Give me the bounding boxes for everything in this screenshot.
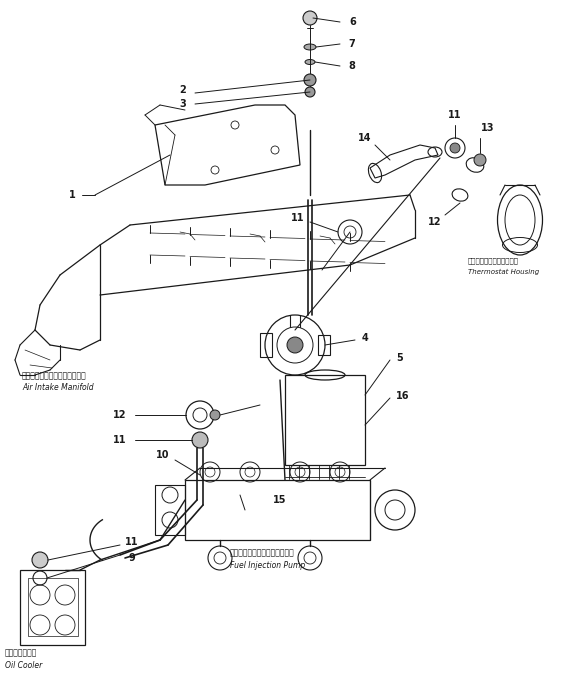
Circle shape — [305, 87, 315, 97]
Circle shape — [192, 432, 208, 448]
Text: 16: 16 — [397, 391, 410, 401]
Circle shape — [32, 552, 48, 568]
Bar — [185, 480, 370, 540]
Text: Thermostat Housing: Thermostat Housing — [468, 269, 539, 275]
Text: 11: 11 — [113, 435, 127, 445]
Text: 2: 2 — [179, 85, 186, 95]
Ellipse shape — [304, 44, 316, 50]
Bar — [28, 578, 78, 636]
Bar — [318, 335, 330, 355]
Circle shape — [304, 74, 316, 86]
Text: 15: 15 — [273, 495, 286, 505]
Text: Oil Cooler: Oil Cooler — [5, 661, 42, 670]
Text: 11: 11 — [291, 213, 305, 223]
Circle shape — [210, 410, 220, 420]
Circle shape — [474, 154, 486, 166]
Text: 1: 1 — [69, 190, 76, 200]
Text: 13: 13 — [481, 123, 494, 133]
Polygon shape — [370, 145, 438, 178]
Ellipse shape — [305, 59, 315, 64]
Text: 7: 7 — [348, 39, 355, 49]
Text: 4: 4 — [362, 333, 368, 343]
Bar — [260, 333, 272, 357]
Text: 9: 9 — [128, 553, 135, 563]
Text: 10: 10 — [156, 450, 170, 460]
Text: 3: 3 — [179, 99, 186, 109]
Text: サーモスタットハウジング: サーモスタットハウジング — [468, 257, 519, 264]
Text: 12: 12 — [428, 217, 442, 227]
Text: 11: 11 — [448, 110, 462, 120]
Text: フェルインジェクションポンプ: フェルインジェクションポンプ — [230, 548, 295, 557]
Text: Air Intake Manifold: Air Intake Manifold — [22, 383, 93, 392]
Bar — [155, 485, 185, 535]
Text: 5: 5 — [397, 353, 403, 363]
Text: 8: 8 — [348, 61, 355, 71]
Text: エアーインテークマニホールド: エアーインテークマニホールド — [22, 371, 87, 380]
Bar — [20, 570, 85, 645]
Circle shape — [303, 11, 317, 25]
Bar — [285, 375, 365, 465]
Text: 12: 12 — [113, 410, 127, 420]
Text: 14: 14 — [358, 133, 372, 143]
Text: 6: 6 — [350, 17, 356, 27]
Text: 11: 11 — [125, 537, 139, 547]
Circle shape — [287, 337, 303, 353]
Text: Fuel Injection Pump: Fuel Injection Pump — [230, 561, 305, 570]
Circle shape — [450, 143, 460, 153]
Text: オイルクーラー: オイルクーラー — [5, 648, 37, 657]
